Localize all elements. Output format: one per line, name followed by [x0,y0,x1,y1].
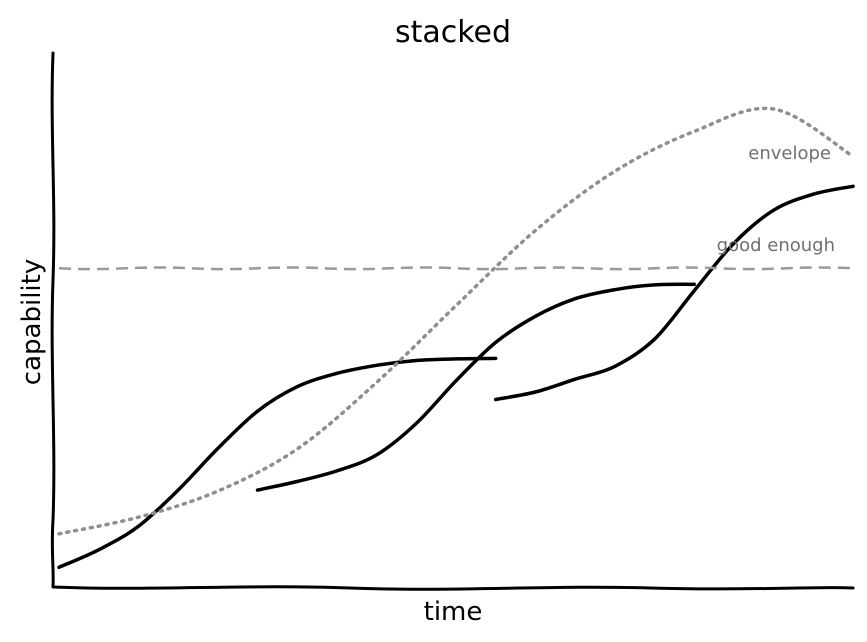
x-axis [51,585,855,591]
good-enough-line [58,266,854,271]
chart-title: stacked [395,15,511,50]
curve-2-line [255,282,696,492]
x-axis-label: time [424,597,483,627]
y-axis-label: capability [17,259,47,385]
curve-1-line [57,356,498,570]
good-enough-annotation: good enough [717,235,835,256]
envelope-line [57,106,855,536]
envelope-annotation: envelope [748,143,831,164]
y-axis [50,51,56,588]
curve-3-line [493,184,855,402]
series-layer [57,106,855,570]
